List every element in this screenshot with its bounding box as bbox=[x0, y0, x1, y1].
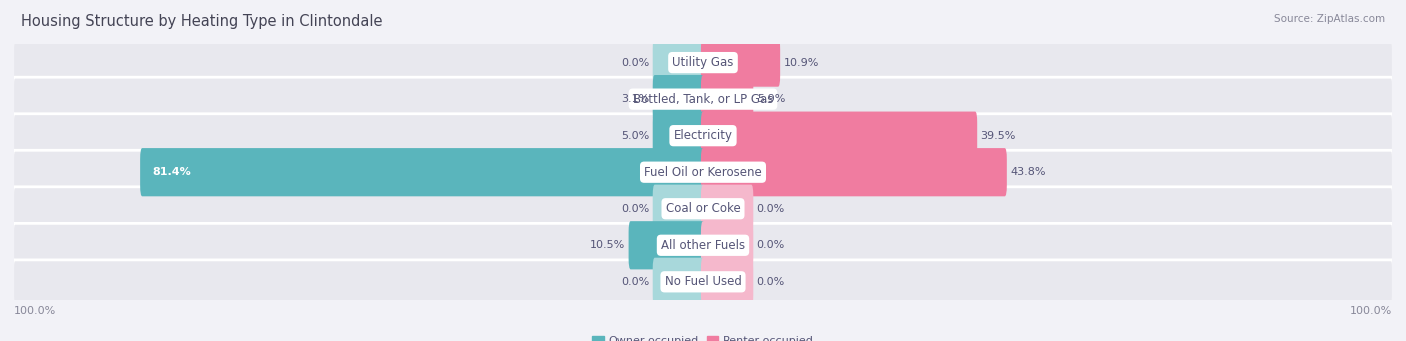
Text: 81.4%: 81.4% bbox=[152, 167, 191, 177]
FancyBboxPatch shape bbox=[13, 187, 1393, 231]
FancyBboxPatch shape bbox=[652, 75, 704, 123]
Text: No Fuel Used: No Fuel Used bbox=[665, 275, 741, 288]
Text: 0.0%: 0.0% bbox=[621, 204, 650, 214]
Text: 39.5%: 39.5% bbox=[980, 131, 1017, 141]
FancyBboxPatch shape bbox=[652, 258, 704, 306]
Text: Source: ZipAtlas.com: Source: ZipAtlas.com bbox=[1274, 14, 1385, 24]
Text: 100.0%: 100.0% bbox=[1350, 306, 1392, 315]
FancyBboxPatch shape bbox=[13, 41, 1393, 85]
FancyBboxPatch shape bbox=[628, 221, 704, 269]
Text: 3.1%: 3.1% bbox=[621, 94, 650, 104]
FancyBboxPatch shape bbox=[702, 112, 977, 160]
Text: Bottled, Tank, or LP Gas: Bottled, Tank, or LP Gas bbox=[633, 93, 773, 106]
FancyBboxPatch shape bbox=[702, 258, 754, 306]
Text: 43.8%: 43.8% bbox=[1011, 167, 1046, 177]
FancyBboxPatch shape bbox=[652, 112, 704, 160]
FancyBboxPatch shape bbox=[13, 77, 1393, 121]
Text: 0.0%: 0.0% bbox=[621, 58, 650, 68]
Text: 10.5%: 10.5% bbox=[591, 240, 626, 250]
Text: 0.0%: 0.0% bbox=[621, 277, 650, 287]
Legend: Owner-occupied, Renter-occupied: Owner-occupied, Renter-occupied bbox=[588, 332, 818, 341]
Text: 5.9%: 5.9% bbox=[756, 94, 785, 104]
FancyBboxPatch shape bbox=[652, 184, 704, 233]
FancyBboxPatch shape bbox=[141, 148, 704, 196]
Text: Coal or Coke: Coal or Coke bbox=[665, 202, 741, 215]
FancyBboxPatch shape bbox=[13, 114, 1393, 158]
FancyBboxPatch shape bbox=[13, 223, 1393, 267]
Text: 5.0%: 5.0% bbox=[621, 131, 650, 141]
Text: Housing Structure by Heating Type in Clintondale: Housing Structure by Heating Type in Cli… bbox=[21, 14, 382, 29]
FancyBboxPatch shape bbox=[13, 150, 1393, 194]
FancyBboxPatch shape bbox=[702, 221, 754, 269]
FancyBboxPatch shape bbox=[702, 75, 754, 123]
FancyBboxPatch shape bbox=[702, 148, 1007, 196]
Text: 0.0%: 0.0% bbox=[756, 240, 785, 250]
Text: 0.0%: 0.0% bbox=[756, 277, 785, 287]
Text: Utility Gas: Utility Gas bbox=[672, 56, 734, 69]
Text: 10.9%: 10.9% bbox=[783, 58, 818, 68]
Text: Electricity: Electricity bbox=[673, 129, 733, 142]
Text: All other Fuels: All other Fuels bbox=[661, 239, 745, 252]
FancyBboxPatch shape bbox=[652, 39, 704, 87]
Text: Fuel Oil or Kerosene: Fuel Oil or Kerosene bbox=[644, 166, 762, 179]
FancyBboxPatch shape bbox=[702, 184, 754, 233]
FancyBboxPatch shape bbox=[702, 39, 780, 87]
FancyBboxPatch shape bbox=[13, 260, 1393, 304]
Text: 0.0%: 0.0% bbox=[756, 204, 785, 214]
Text: 100.0%: 100.0% bbox=[14, 306, 56, 315]
